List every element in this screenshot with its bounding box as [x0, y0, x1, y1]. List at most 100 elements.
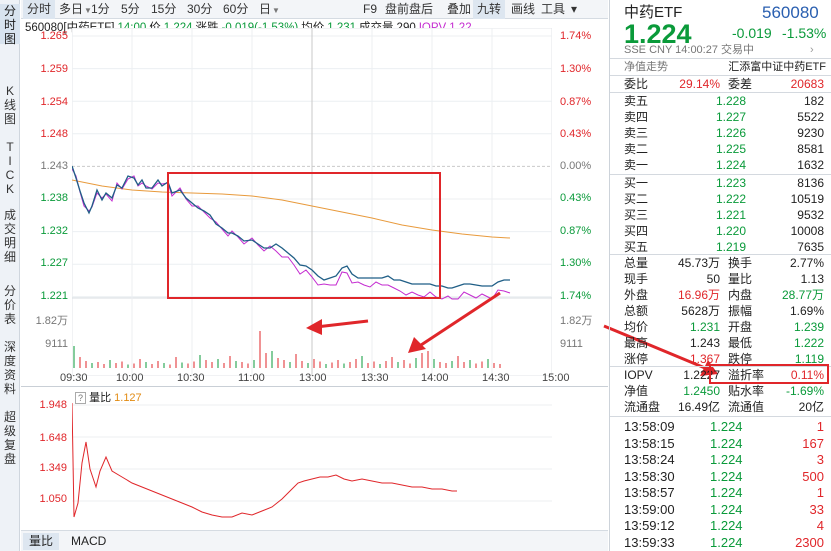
tab-daily[interactable]: 日▼ — [259, 2, 280, 16]
expand-icon[interactable]: › — [810, 44, 814, 56]
price-tick: 1.248 — [40, 128, 68, 140]
nav-trend-link[interactable]: 净值走势 — [624, 61, 668, 73]
ask-price: 1.227 — [715, 110, 746, 124]
ratio-tick: 1.948 — [39, 399, 67, 411]
iopv-label: IOPV — [624, 368, 653, 382]
tick-price: 1.224 — [710, 518, 743, 533]
tick-price: 1.224 — [710, 534, 743, 550]
tab-multi-day[interactable]: 多日▼ — [59, 2, 92, 16]
tab-1min[interactable]: 1分 — [91, 2, 110, 16]
tab-super-replay[interactable]: 超级复盘 — [0, 410, 20, 466]
stat-label: 涨停 — [624, 352, 649, 366]
tick-price: 1.224 — [710, 435, 743, 451]
tab-15min[interactable]: 15分 — [151, 2, 177, 16]
tab-char: 线 — [3, 98, 16, 112]
chart-time-gridlines — [131, 28, 493, 376]
tab-char: 级 — [3, 424, 16, 438]
tick-volume: 2300 — [795, 534, 824, 550]
time-tick: 10:00 — [116, 372, 144, 384]
annotation-arrows — [306, 291, 501, 353]
tick-price: 1.224 — [710, 468, 743, 484]
tab-char: 盘 — [3, 452, 16, 466]
pct-tick: 0.87% — [560, 96, 592, 108]
pct-tick: 1.30% — [560, 257, 592, 269]
volume-ratio-line — [72, 402, 457, 518]
ask-volume: 5522 — [797, 110, 824, 124]
volume-bars — [73, 331, 501, 368]
trade-status: SSE CNY 14:00:27 交易中 — [624, 44, 755, 56]
sub-title: 量比 — [89, 392, 112, 404]
tab-macd[interactable]: MACD — [71, 534, 107, 548]
ask-volume: 9230 — [797, 126, 824, 140]
fund-fullname: 汇添富中证中药ETF — [728, 61, 826, 73]
pre-post-market-button[interactable]: 盘前盘后 — [385, 2, 434, 16]
stat-value: 2.77% — [789, 256, 824, 270]
price-tick: 1.232 — [40, 225, 68, 237]
tab-char: 时 — [3, 18, 16, 32]
tab-char: C — [5, 168, 15, 182]
tick-time: 13:58:24 — [624, 452, 675, 467]
tab-char: 料 — [3, 382, 16, 396]
ratio-tick: 1.349 — [39, 462, 67, 474]
tab-price-table[interactable]: 分价表 — [0, 284, 20, 326]
volume-ratio-chart[interactable] — [72, 387, 552, 531]
more-menu-icon[interactable]: ▾ — [571, 2, 578, 16]
ask-level-label: 卖一 — [624, 158, 649, 172]
tab-depth-info[interactable]: 深度资料 — [0, 340, 20, 396]
stat-value: 16.96万 — [677, 288, 720, 302]
tick-volume: 500 — [802, 468, 824, 484]
tick-volume: 1 — [816, 419, 824, 434]
tab-intraday[interactable]: 分时 — [23, 0, 56, 19]
tab-volume-ratio[interactable]: 量比 — [23, 533, 60, 550]
price-tick: 1.243 — [40, 160, 68, 172]
nine-turn-button[interactable]: 九转 — [473, 0, 506, 19]
overlay-button[interactable]: 叠加 — [447, 2, 472, 16]
tick-time: 13:58:15 — [624, 435, 675, 451]
bid-volume: 10519 — [790, 192, 824, 206]
tick-volume: 3 — [816, 452, 824, 467]
float-label: 流通盘 — [624, 400, 661, 414]
tab-char: 交 — [3, 222, 16, 236]
tab-char: 分 — [3, 4, 16, 18]
ratio-tick: 1.050 — [39, 493, 67, 505]
price-tick: 1.238 — [40, 192, 68, 204]
stat-value: 1.69% — [789, 304, 824, 318]
tab-5min[interactable]: 5分 — [121, 2, 140, 16]
indicator-tab-bar: 量比 MACD — [21, 530, 608, 551]
tab-60min[interactable]: 60分 — [223, 2, 249, 16]
tab-char: 图 — [3, 112, 16, 126]
ask-volume: 1632 — [797, 158, 824, 172]
tab-char: 资 — [3, 368, 16, 382]
current-price: 1.224 — [624, 19, 692, 49]
price-change: -0.019 — [732, 25, 772, 41]
pct-tick: 1.30% — [560, 63, 592, 75]
price-line — [72, 165, 510, 289]
f9-button[interactable]: F9 — [363, 2, 378, 16]
help-icon[interactable]: ? — [75, 392, 87, 404]
vol-tick: 1.82万 — [35, 315, 68, 327]
tick-volume: 33 — [809, 501, 824, 517]
draw-line-button[interactable]: 画线 — [511, 2, 536, 16]
tab-timeshare[interactable]: 分时图 — [0, 4, 20, 46]
tab-30min[interactable]: 30分 — [187, 2, 213, 16]
stat-label: 最高 — [624, 336, 649, 350]
tab-char: 深 — [3, 340, 16, 354]
tab-char: 明 — [3, 236, 16, 250]
vol-tick: 1.82万 — [560, 315, 593, 327]
bid-level-label: 买二 — [624, 192, 649, 206]
price-tick: 1.259 — [40, 63, 68, 75]
nav-label: 净值 — [624, 384, 649, 398]
tab-char: 分 — [3, 284, 16, 298]
intraday-chart[interactable] — [72, 28, 552, 376]
stat-label: 总额 — [624, 304, 649, 318]
time-tick: 14:00 — [421, 372, 449, 384]
tick-time: 13:58:57 — [624, 485, 675, 500]
tab-deal-detail[interactable]: 成交明细 — [0, 208, 20, 264]
stat-label: 开盘 — [728, 320, 753, 334]
ask-price: 1.228 — [715, 94, 746, 108]
dropdown-icon: ▼ — [84, 6, 92, 15]
tools-button[interactable]: 工具 — [541, 2, 566, 16]
